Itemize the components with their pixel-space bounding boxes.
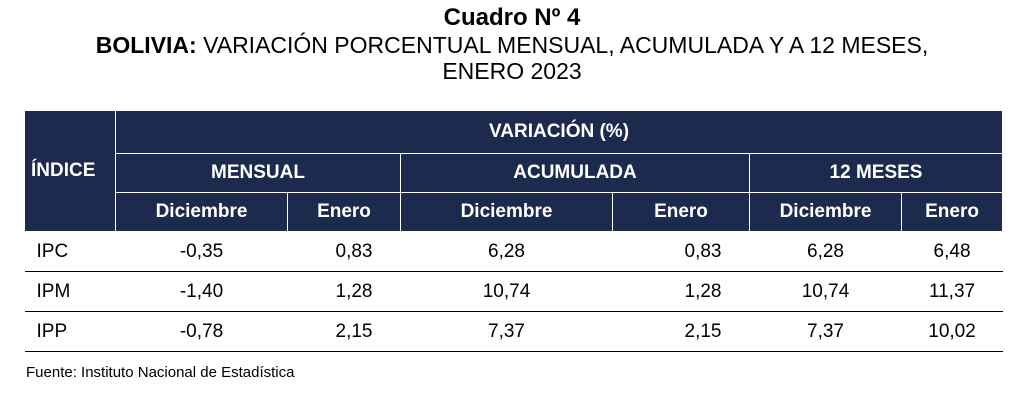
table-cell: 7,37 [400, 311, 613, 352]
table-row: IPP -0,78 2,15 7,37 2,15 7,37 10,02 [24, 311, 1003, 352]
title-period: ENERO 2023 [442, 58, 582, 84]
table-cell: 6,48 [901, 231, 1003, 272]
table-cell: 11,37 [901, 271, 1003, 312]
table-cell: 10,74 [400, 271, 613, 312]
table-cell: 1,28 [287, 271, 401, 312]
group-header-mensual: MENSUAL [115, 153, 401, 193]
table-number: Cuadro Nº 4 [443, 4, 581, 31]
index-header: ÍNDICE [24, 110, 116, 232]
title-description: VARIACIÓN PORCENTUAL MENSUAL, ACUMULADA … [203, 32, 929, 58]
subheader-12-meses-diciembre: Diciembre [749, 192, 902, 232]
subheader-mensual-diciembre: Diciembre [115, 192, 288, 232]
table-row: IPC -0,35 0,83 6,28 0,83 6,28 6,48 [24, 231, 1003, 272]
row-name: IPM [24, 271, 116, 312]
table-cell: 6,28 [400, 231, 613, 272]
subheader-mensual-enero: Enero [287, 192, 401, 232]
table-cell: 1,28 [612, 271, 750, 312]
subheader-acumulada-diciembre: Diciembre [400, 192, 613, 232]
variation-header: VARIACIÓN (%) [114, 110, 1004, 154]
subheader-12-meses-enero: Enero [900, 192, 1004, 232]
table-title: BOLIVIA: VARIACIÓN PORCENTUAL MENSUAL, A… [0, 32, 1024, 58]
table-cell: 7,37 [749, 311, 902, 352]
table-cell: 6,28 [749, 231, 902, 272]
subheader-acumulada-enero: Enero [612, 192, 750, 232]
table-cell: -0,78 [115, 311, 288, 352]
row-name: IPP [24, 311, 116, 352]
variation-table: ÍNDICE VARIACIÓN (%) MENSUAL ACUMULADA 1… [24, 110, 1004, 352]
table-cell: -1,40 [115, 271, 288, 312]
title-block: Cuadro Nº 4 BOLIVIA: VARIACIÓN PORCENTUA… [0, 0, 1024, 84]
table-row: IPM -1,40 1,28 10,74 1,28 10,74 11,37 [24, 271, 1003, 312]
table-cell: 10,74 [749, 271, 902, 312]
country-label: BOLIVIA: [95, 32, 197, 58]
table-cell: 0,83 [612, 231, 750, 272]
row-name: IPC [24, 231, 116, 272]
source-note: Fuente: Instituto Nacional de Estadístic… [26, 364, 295, 381]
group-header-acumulada: ACUMULADA [400, 153, 750, 193]
table-cell: 2,15 [612, 311, 750, 352]
table-cell: 0,83 [287, 231, 401, 272]
table-cell: 10,02 [901, 311, 1003, 352]
group-header-12-meses: 12 MESES [748, 153, 1004, 193]
table-cell: 2,15 [287, 311, 401, 352]
table-cell: -0,35 [115, 231, 288, 272]
